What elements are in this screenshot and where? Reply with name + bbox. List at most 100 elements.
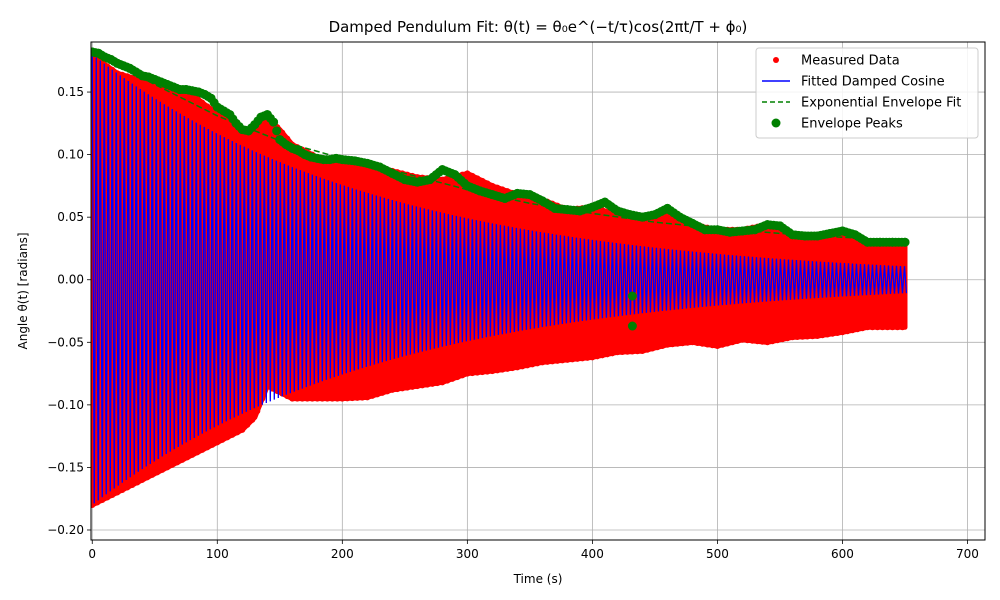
measured-data-point: [674, 340, 681, 347]
measured-data-point: [379, 389, 386, 396]
measured-data-point: [349, 395, 356, 402]
measured-data-point: [829, 330, 836, 337]
measured-data-point: [299, 395, 306, 402]
measured-data-point: [584, 354, 591, 361]
measured-data-point: [699, 340, 706, 347]
measured-data-point: [784, 335, 791, 342]
measured-data-point: [129, 75, 136, 82]
measured-data-point: [884, 324, 891, 331]
measured-data-point: [529, 361, 536, 368]
measured-data-point: [124, 73, 131, 80]
measured-data-point: [214, 439, 221, 446]
measured-data-point: [484, 180, 491, 187]
measured-data-point: [654, 344, 661, 351]
measured-data-point: [439, 176, 446, 183]
measured-data-point: [659, 343, 666, 350]
legend: Measured Data Fitted Damped Cosine Exponen…: [755, 47, 979, 139]
measured-data-point: [644, 346, 651, 353]
measured-data-point: [709, 342, 716, 349]
measured-data-point: [439, 379, 446, 386]
measured-data-point: [104, 494, 111, 501]
measured-data-point: [619, 349, 626, 356]
measured-data-point: [164, 464, 171, 471]
measured-data-point: [419, 382, 426, 389]
measured-data-point: [244, 421, 251, 428]
measured-data-point: [339, 395, 346, 402]
measured-data-point: [809, 333, 816, 340]
measured-data-point: [304, 395, 311, 402]
measured-data-point: [574, 355, 581, 362]
measured-data-point: [464, 170, 471, 177]
legend-label: Exponential Envelope Fit: [801, 96, 961, 111]
measured-data-point: [404, 384, 411, 391]
measured-data-point: [839, 329, 846, 336]
measured-data-point: [479, 369, 486, 376]
measured-data-point: [464, 370, 471, 377]
measured-data-point: [239, 426, 246, 433]
y-tick-label: 0.10: [57, 148, 84, 162]
measured-data-point: [804, 333, 811, 340]
measured-data-point: [209, 441, 216, 448]
measured-data-point: [759, 338, 766, 345]
measured-data-point: [149, 471, 156, 478]
measured-data-point: [509, 365, 516, 372]
measured-data-point: [199, 99, 206, 106]
measured-data-point: [374, 391, 381, 398]
x-tick-label: 100: [206, 547, 229, 561]
measured-data-point: [489, 368, 496, 375]
measured-data-point: [534, 360, 541, 367]
x-tick-label: 300: [456, 547, 479, 561]
measured-data-point: [219, 436, 226, 443]
measured-data-point: [779, 336, 786, 343]
measured-data-point: [289, 395, 296, 402]
measured-data-point: [729, 339, 736, 346]
envelope-peak-point: [627, 321, 637, 331]
measured-data-point: [599, 352, 606, 359]
y-tick-label: −0.15: [47, 460, 84, 474]
measured-data-point: [114, 489, 121, 496]
measured-data-point: [394, 386, 401, 393]
measured-data-point: [469, 370, 476, 377]
measured-data-point: [254, 408, 261, 415]
measured-data-point: [369, 392, 376, 399]
measured-data-point: [429, 380, 436, 387]
y-axis-label: Angle θ(t) [radians]: [16, 233, 30, 350]
measured-data-point: [744, 337, 751, 344]
envelope-peak-point: [272, 126, 282, 136]
measured-data-point: [99, 496, 106, 503]
x-tick-label: 500: [706, 547, 729, 561]
plot-content: [91, 47, 910, 508]
measured-data-point: [734, 338, 741, 345]
x-tick-label: 700: [956, 547, 979, 561]
measured-data-point: [124, 484, 131, 491]
measured-data-point: [489, 182, 496, 189]
measured-data-point: [629, 348, 636, 355]
y-tick-label: −0.20: [47, 523, 84, 537]
measured-data-point: [579, 355, 586, 362]
x-tick-label: 0: [88, 547, 96, 561]
measured-data-point: [504, 365, 511, 372]
measured-data-point: [484, 368, 491, 375]
measured-data-point: [474, 175, 481, 182]
measured-data-point: [319, 395, 326, 402]
measured-data-point: [329, 395, 336, 402]
axes-frame: [90, 41, 986, 541]
measured-data-point: [204, 103, 211, 110]
measured-data-point: [634, 348, 641, 355]
measured-data-point: [119, 486, 126, 493]
envelope-peak-point: [900, 237, 910, 247]
measured-data-point: [689, 339, 696, 346]
measured-data-point: [159, 466, 166, 473]
y-tick-label: −0.05: [47, 335, 84, 349]
measured-data-point: [359, 394, 366, 401]
measured-data-point: [669, 341, 676, 348]
legend-label: Envelope Peaks: [801, 117, 903, 132]
measured-data-point: [154, 469, 161, 476]
x-tick-label: 200: [331, 547, 354, 561]
measured-data-point: [814, 333, 821, 340]
measured-data-point: [854, 326, 861, 333]
measured-data-point: [539, 359, 546, 366]
legend-label: Measured Data: [801, 54, 900, 69]
measured-data-point: [564, 356, 571, 363]
measured-data-point: [599, 207, 606, 214]
